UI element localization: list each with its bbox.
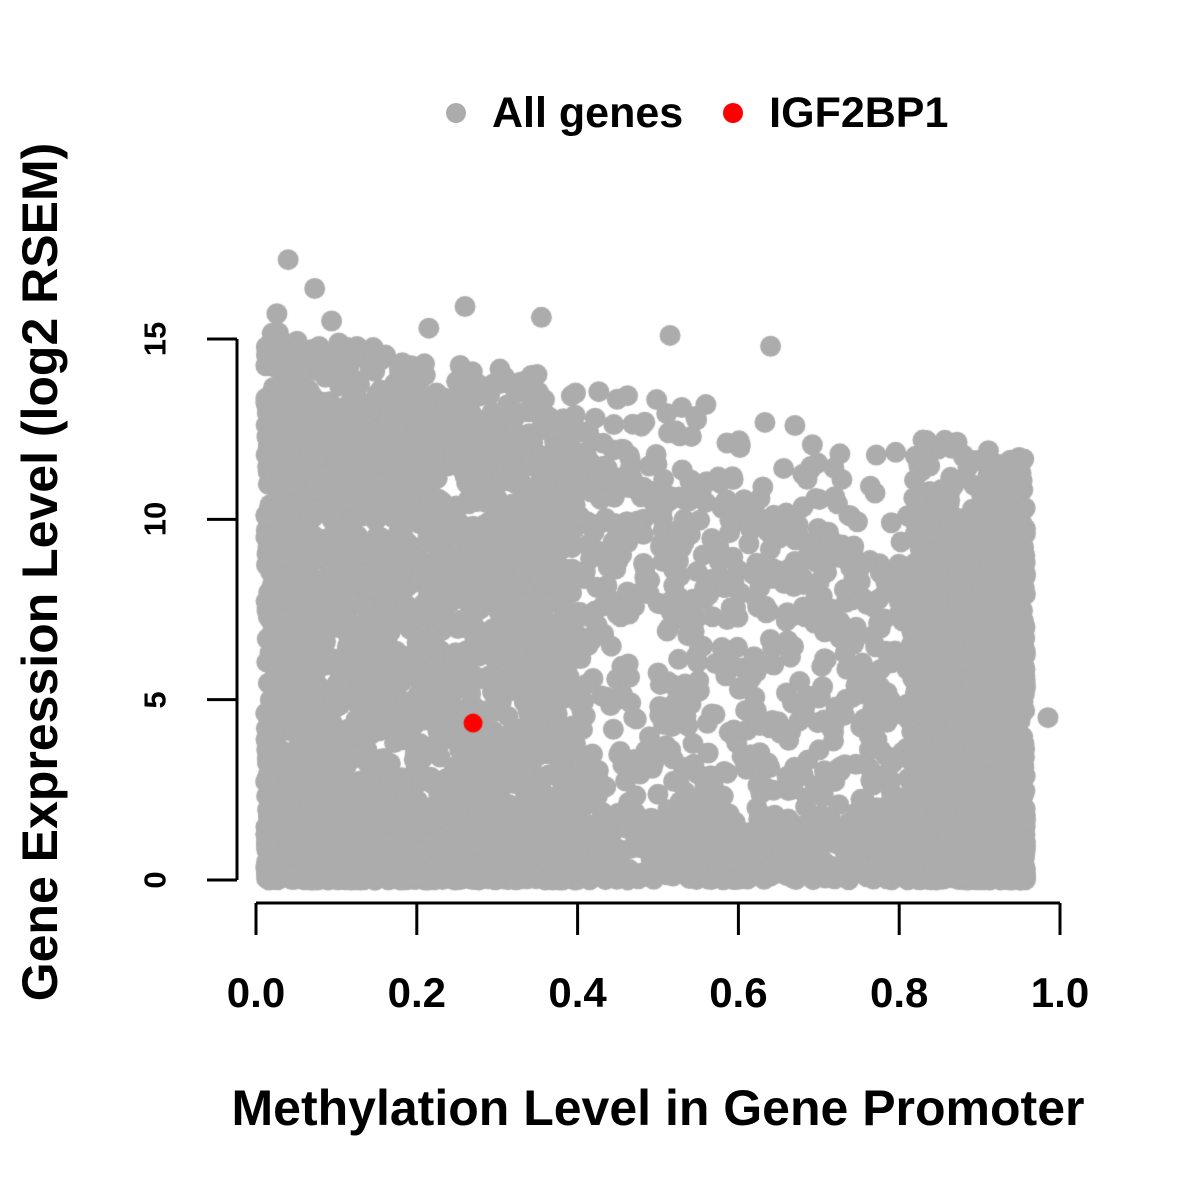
legend-label-all-genes: All genes bbox=[492, 89, 684, 137]
legend-item-all-genes: All genes bbox=[446, 89, 683, 137]
x-tick-label-0.6: 0.6 bbox=[709, 969, 768, 1016]
x-tick-label-0.8: 0.8 bbox=[869, 969, 929, 1016]
x-tick-label-1.0: 1.0 bbox=[1030, 969, 1090, 1016]
all-genes-marker-icon bbox=[446, 103, 466, 123]
y-tick-label-5: 5 bbox=[137, 691, 173, 709]
x-tick-label-0.0: 0.0 bbox=[226, 969, 286, 1016]
x-axis-title: Methylation Level in Gene Promoter bbox=[231, 1080, 1085, 1136]
x-tick-label-0.4: 0.4 bbox=[548, 969, 607, 1016]
y-axis-title: Gene Expression Level (log2 RSEM) bbox=[12, 142, 68, 1002]
legend: All genes IGF2BP1 bbox=[446, 89, 948, 137]
y-tick-label-0: 0 bbox=[137, 871, 173, 889]
legend-label-igf2bp1: IGF2BP1 bbox=[769, 89, 949, 137]
y-tick-label-10: 10 bbox=[137, 502, 173, 537]
igf2bp1-marker-icon bbox=[723, 103, 744, 123]
y-tick-label-15: 15 bbox=[137, 321, 173, 357]
legend-item-igf2bp1: IGF2BP1 bbox=[723, 89, 948, 137]
x-tick-label-0.2: 0.2 bbox=[387, 969, 446, 1016]
